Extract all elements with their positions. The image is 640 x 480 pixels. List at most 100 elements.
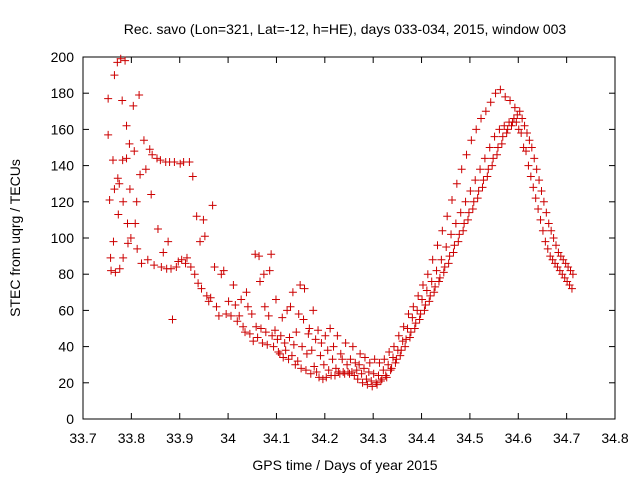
data-point [442, 243, 451, 252]
data-point [350, 371, 359, 380]
data-point [119, 197, 128, 206]
x-tick-label: 34.6 [505, 430, 532, 446]
data-point [296, 281, 305, 290]
data-point [114, 210, 123, 219]
x-tick-label: 34.5 [456, 430, 483, 446]
data-point [477, 114, 486, 123]
data-point [125, 139, 134, 148]
data-point [415, 315, 424, 324]
data-point [527, 143, 536, 152]
data-points [104, 54, 577, 391]
data-point [529, 183, 538, 192]
data-point [135, 91, 144, 100]
data-point [164, 237, 173, 246]
data-point [306, 369, 315, 378]
data-point [431, 282, 440, 291]
data-point [376, 376, 385, 385]
data-point [200, 232, 209, 241]
data-point [353, 375, 362, 384]
data-point [445, 252, 454, 261]
data-point [414, 291, 423, 300]
data-point [231, 300, 240, 309]
data-point [271, 326, 280, 335]
data-point [141, 165, 150, 174]
data-point [518, 114, 527, 123]
data-point [351, 358, 360, 367]
data-point [132, 197, 141, 206]
data-point [411, 319, 420, 328]
data-point [418, 281, 427, 290]
data-point [241, 328, 250, 337]
data-point [267, 250, 276, 259]
data-point [229, 281, 238, 290]
data-point [404, 310, 413, 319]
data-point [249, 337, 258, 346]
data-point [316, 351, 325, 360]
data-point [387, 364, 396, 373]
data-point [110, 71, 119, 80]
data-point [319, 360, 328, 369]
data-point [125, 185, 134, 194]
data-point [284, 355, 293, 364]
data-point [239, 322, 248, 331]
data-point [451, 219, 460, 228]
data-point [541, 237, 550, 246]
data-point [118, 96, 127, 105]
data-point [324, 366, 333, 375]
data-point [172, 262, 181, 271]
data-point [543, 244, 552, 253]
data-point [356, 349, 365, 358]
data-point [328, 355, 337, 364]
y-tick-label: 160 [51, 121, 75, 137]
data-point [153, 224, 162, 233]
x-tick-label: 34.7 [553, 430, 580, 446]
data-point [534, 205, 543, 214]
data-point [406, 328, 415, 337]
data-point [322, 373, 331, 382]
chart-title: Rec. savo (Lon=321, Lat=-12, h=HE), days… [124, 21, 567, 37]
data-point [464, 208, 473, 217]
data-point [536, 215, 545, 224]
data-point [104, 94, 113, 103]
data-point [116, 54, 125, 63]
data-point [437, 255, 446, 264]
data-point [493, 143, 502, 152]
y-axis-ticks: 0 20 40 60 80 100 120 140 160 180 200 [51, 49, 615, 427]
data-point [265, 266, 274, 275]
x-tick-label: 33.7 [69, 430, 96, 446]
data-point [381, 371, 390, 380]
data-point [113, 174, 122, 183]
data-point [501, 92, 510, 101]
data-point [385, 348, 394, 357]
data-point [251, 250, 260, 259]
data-point [416, 310, 425, 319]
data-point [471, 176, 480, 185]
data-point [260, 302, 269, 311]
data-point [300, 284, 309, 293]
data-point [110, 185, 119, 194]
data-point [343, 360, 352, 369]
data-point [439, 268, 448, 277]
data-point [485, 143, 494, 152]
data-point [413, 306, 422, 315]
data-point [317, 338, 326, 347]
data-point [363, 380, 372, 389]
data-point [481, 107, 490, 116]
data-point [176, 159, 185, 168]
data-point [242, 288, 251, 297]
data-point [210, 262, 219, 271]
data-point [522, 147, 531, 156]
data-point [433, 241, 442, 250]
data-point [402, 335, 411, 344]
data-point [462, 150, 471, 159]
data-point [137, 259, 146, 268]
data-point [292, 328, 301, 337]
data-point [255, 252, 264, 261]
data-point [276, 331, 285, 340]
data-point [394, 331, 403, 340]
data-point [360, 353, 369, 362]
data-point [435, 273, 444, 282]
x-axis-ticks: 33.7 33.8 33.9 34 34.1 34.2 34.3 34.4 34.5 34.6 34… [69, 57, 629, 446]
y-tick-label: 100 [51, 230, 75, 246]
data-point [126, 234, 135, 242]
